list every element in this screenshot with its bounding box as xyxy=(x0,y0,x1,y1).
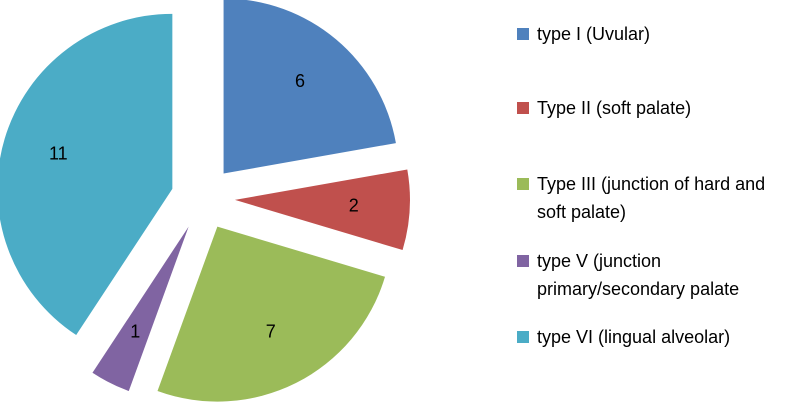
legend-swatch xyxy=(517,102,529,114)
pie-slice xyxy=(92,226,189,392)
data-label: 11 xyxy=(49,143,68,163)
legend-label: Type II (soft palate) xyxy=(537,98,692,118)
legend-swatch xyxy=(517,255,529,267)
legend-swatch xyxy=(517,28,529,40)
legend-swatch xyxy=(517,331,529,343)
legend-entry: type I (Uvular) xyxy=(517,20,799,48)
data-label: 7 xyxy=(266,322,276,342)
legend-swatch xyxy=(517,178,529,190)
legend-entry: Type III (junction of hard and soft pala… xyxy=(517,170,799,226)
data-label: 6 xyxy=(295,71,305,91)
pie-slice xyxy=(0,13,173,336)
pie-slice xyxy=(157,226,386,402)
legend-label: type V (junction primary/secondary palat… xyxy=(537,251,740,299)
data-label: 1 xyxy=(130,322,140,342)
legend-label: type VI (lingual alveolar) xyxy=(537,327,731,347)
legend-label: Type III (junction of hard and soft pala… xyxy=(537,174,766,222)
legend-entry: type VI (lingual alveolar) xyxy=(517,323,799,351)
pie-slice xyxy=(223,0,396,174)
legend-label: type I (Uvular) xyxy=(537,24,651,44)
pie-slice xyxy=(234,169,410,251)
data-label: 2 xyxy=(349,196,359,216)
legend-entry: Type II (soft palate) xyxy=(517,94,799,122)
legend-entry: type V (junction primary/secondary palat… xyxy=(517,247,799,303)
